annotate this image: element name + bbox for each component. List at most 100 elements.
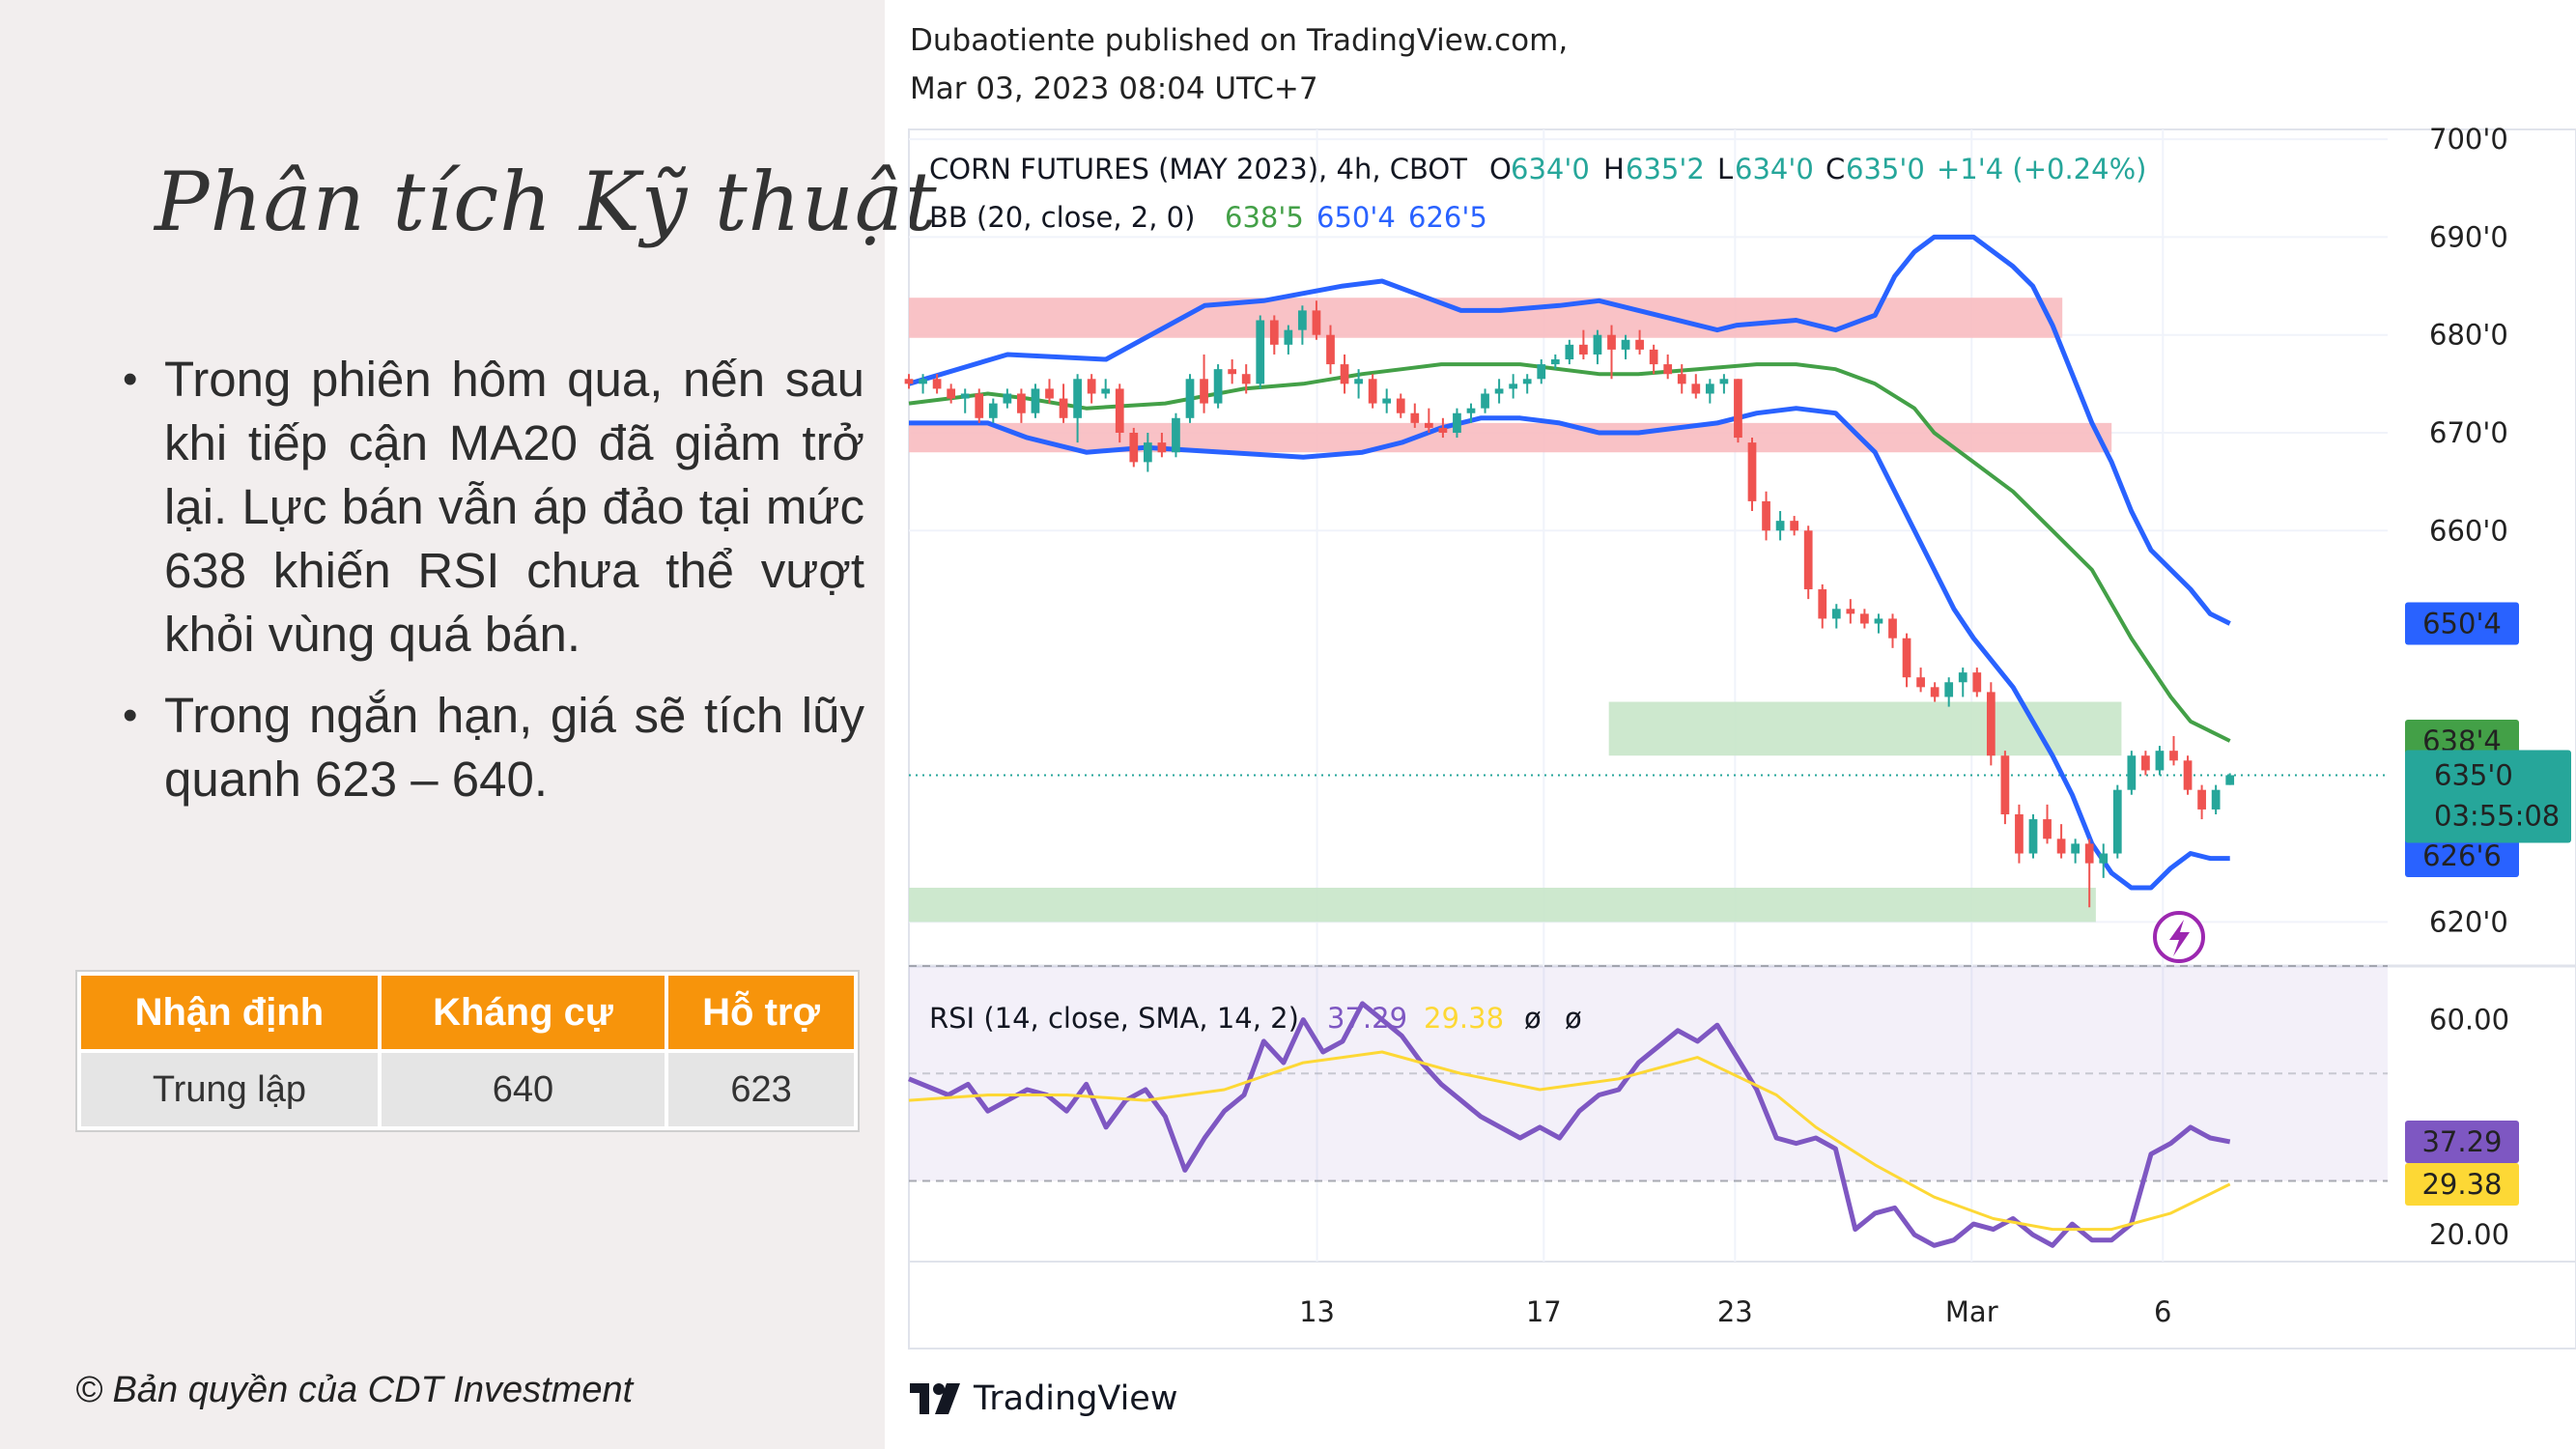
candle-bear <box>1790 521 1799 531</box>
tradingview-logo[interactable]: TradingView <box>910 1379 1177 1418</box>
table-header-row: Nhận định Kháng cự Hỗ trợ <box>77 972 858 1053</box>
candle-bear <box>1017 393 1026 413</box>
candle-bull <box>1522 379 1532 384</box>
rsi-tick-label: 60.00 <box>2429 1004 2509 1037</box>
rsi-legend-empty-2: ø <box>1565 1002 1582 1035</box>
analysis-bullets: Trong phiên hôm qua, nến sau khi tiếp cậ… <box>121 348 864 829</box>
candle-bull <box>2211 789 2221 810</box>
ohlc-c-value: 635'0 <box>1846 153 1925 185</box>
candle-bear <box>2043 819 2052 839</box>
candle-bear <box>1734 379 1742 439</box>
ohlc-c-label: C <box>1826 153 1845 185</box>
time-tick-label: 6 <box>2154 1295 2171 1328</box>
candles[interactable] <box>904 300 2235 908</box>
rsi-legend: RSI (14, close, SMA, 14, 2) 37.29 29.38 … <box>929 1002 1582 1035</box>
rsi-legend-label: RSI (14, close, SMA, 14, 2) <box>929 1002 1299 1035</box>
candle-bear <box>2169 751 2178 761</box>
price-badge-text: 650'4 <box>2422 607 2502 639</box>
symbol-title: CORN FUTURES (MAY 2023), 4h, CBOT <box>929 153 1467 185</box>
candle-bear <box>1635 339 1644 350</box>
resistance-zone <box>909 298 2063 338</box>
rsi-ma-line <box>908 1050 2231 1232</box>
candle-bear <box>1059 398 1068 418</box>
rsi-badge-text: 37.29 <box>2421 1125 2502 1158</box>
candle-bull <box>1256 320 1265 384</box>
candle-bear <box>1129 432 1139 463</box>
candle-bull <box>2099 853 2109 864</box>
price-tick-label: 700'0 <box>2429 123 2508 156</box>
price-tick-label: 680'0 <box>2429 319 2508 352</box>
rsi-tick-label: 20.00 <box>2429 1218 2509 1251</box>
candle-bull <box>2028 819 2038 854</box>
candle-bear <box>1803 530 1813 590</box>
candle-bull <box>2071 843 2081 854</box>
slide-title: Phân tích Kỹ thuật <box>155 155 938 249</box>
time-tick-label: 23 <box>1717 1295 1753 1328</box>
candle-bear <box>1045 388 1054 399</box>
rsi-line <box>908 1001 2231 1248</box>
rsi-ma-legend-value: 29.38 <box>1424 1002 1504 1035</box>
candle-bull <box>919 379 927 384</box>
candle-bull <box>1298 310 1307 330</box>
zone-layer <box>909 298 2122 923</box>
lightning-icon[interactable] <box>2153 911 2205 963</box>
assessment-table: Nhận định Kháng cự Hỗ trợ Trung lập 640 … <box>75 970 860 1132</box>
time-tick-label: 17 <box>1526 1295 1562 1328</box>
ohlc-o-value: 634'0 <box>1511 153 1590 185</box>
candle-bear <box>1157 442 1167 453</box>
candle-bear <box>1269 320 1279 345</box>
rsi-badge <box>2405 1120 2519 1163</box>
candle-bull <box>1944 682 1954 697</box>
candle-bear <box>1747 442 1757 501</box>
cell-resistance: 640 <box>377 1049 669 1130</box>
candle-bear <box>904 379 914 384</box>
candle-bull <box>1621 339 1630 350</box>
candle-bear <box>1241 374 1251 384</box>
bb-lower-value: 626'5 <box>1408 201 1487 234</box>
candle-bear <box>1368 379 1377 404</box>
candle-bull <box>1185 379 1195 418</box>
candle-bear <box>932 379 942 389</box>
candle-bull <box>2225 775 2235 785</box>
price-badge <box>2405 602 2519 645</box>
bb-lower-line <box>909 406 2230 891</box>
candle-bear <box>2000 755 2010 815</box>
cell-support: 623 <box>665 1049 858 1130</box>
candle-bear <box>1691 384 1701 394</box>
tradingview-logo-text: TradingView <box>974 1379 1178 1418</box>
candle-bull <box>1565 344 1574 360</box>
candle-bear <box>1762 500 1770 531</box>
price-tick-label: 670'0 <box>2429 416 2508 449</box>
rsi-legend-empty-1: ø <box>1524 1002 1542 1035</box>
candle-bear <box>947 388 956 399</box>
support-zone <box>1608 701 2122 756</box>
candle-bear <box>2015 814 2024 854</box>
bb-legend-label: BB (20, close, 2, 0) <box>929 201 1195 234</box>
table-row: Trung lập 640 623 <box>77 1049 858 1130</box>
copyright: © Bản quyền của CDT Investment <box>75 1370 634 1410</box>
candle-bear <box>1228 369 1237 375</box>
candle-bull <box>2155 751 2165 771</box>
rsi-legend-value: 37.29 <box>1327 1002 1407 1035</box>
candle-bear <box>975 393 984 418</box>
header-support: Hỗ trợ <box>665 972 858 1053</box>
candle-bear <box>1410 412 1420 423</box>
candle-bear <box>1677 374 1686 384</box>
candle-bull <box>1101 388 1111 394</box>
main-pane-frame <box>908 128 2576 1350</box>
price-badge <box>2405 835 2519 878</box>
countdown-text: 03:55:08 <box>2434 799 2560 832</box>
candle-bear <box>1607 334 1616 350</box>
candle-bull <box>1382 398 1392 404</box>
candle-bull <box>1719 379 1729 384</box>
candle-bull <box>1466 408 1476 413</box>
candle-bull <box>1003 393 1012 404</box>
candle-bull <box>960 393 970 399</box>
header-resistance: Kháng cự <box>377 972 669 1053</box>
publish-info: Dubaotiente published on TradingView.com… <box>910 23 1569 58</box>
time-tick-label: 13 <box>1299 1295 1335 1328</box>
last-price-text: 635'0 <box>2434 758 2513 791</box>
ohlc-h-label: H <box>1603 153 1625 185</box>
